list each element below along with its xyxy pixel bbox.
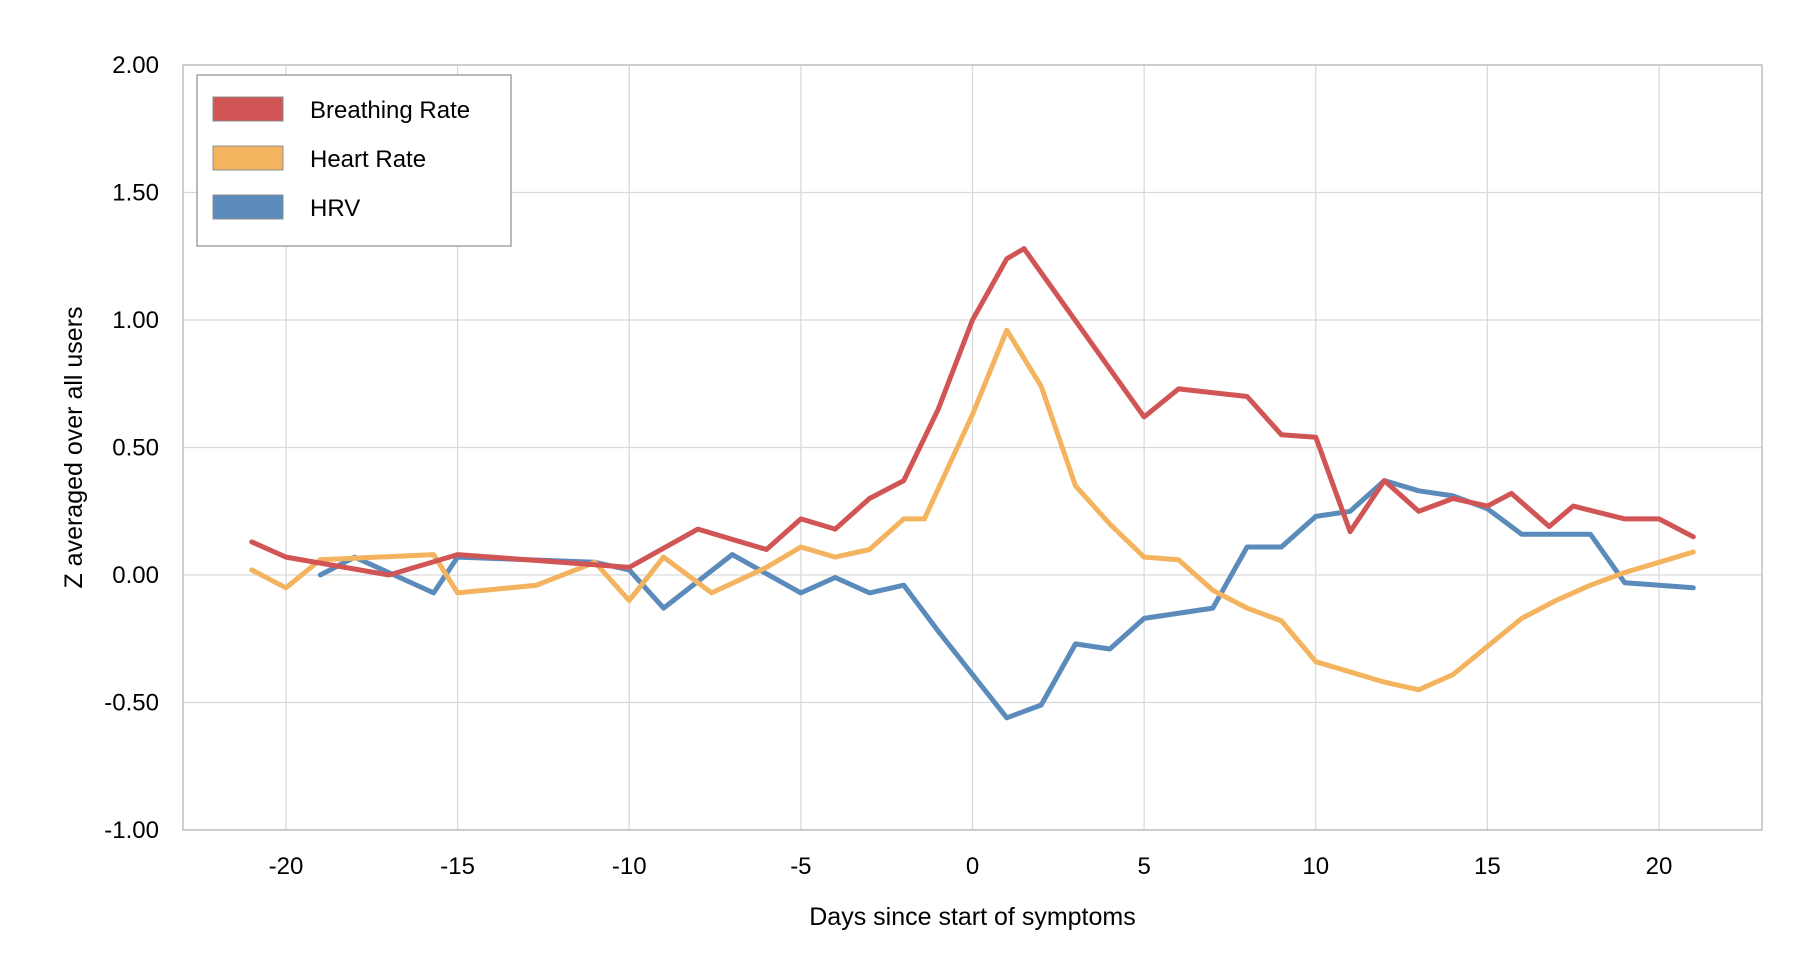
legend-swatch xyxy=(212,96,284,122)
plot-area-border xyxy=(182,64,1763,831)
series-line-hrv xyxy=(317,478,1696,721)
x-tick-label: 15 xyxy=(1474,853,1501,880)
y-tick-label: 0.00 xyxy=(112,562,159,589)
legend-label: Breathing Rate xyxy=(310,97,470,124)
y-tick-label: 0.50 xyxy=(112,435,159,462)
legend-swatch xyxy=(212,194,284,220)
legend-label: Heart Rate xyxy=(310,146,426,173)
x-tick-label: 10 xyxy=(1302,853,1329,880)
x-tick-label: 5 xyxy=(1137,853,1150,880)
x-tick-label: 20 xyxy=(1646,853,1673,880)
series-line-breathing-rate xyxy=(249,246,1696,578)
y-tick-label: -0.50 xyxy=(104,690,159,717)
legend: Breathing Rate Heart Rate HRV xyxy=(196,74,512,247)
x-tick-label: -5 xyxy=(790,853,811,880)
y-tick-label: 1.50 xyxy=(112,180,159,207)
y-tick-label: 2.00 xyxy=(112,52,159,79)
x-tick-label: -20 xyxy=(269,853,304,880)
tick-labels: -1.00 -0.50 0.00 0.50 1.00 1.50 2.00 -20 -15 -10 -… xyxy=(104,52,1672,880)
x-tick-label: -15 xyxy=(440,853,475,880)
legend-swatch xyxy=(212,145,284,171)
y-tick-label: 1.00 xyxy=(112,307,159,334)
x-tick-label: -10 xyxy=(612,853,647,880)
y-tick-label: -1.00 xyxy=(104,817,159,844)
legend-label: HRV xyxy=(310,195,360,222)
y-axis-title: Z averaged over all users xyxy=(60,306,88,588)
series-lines xyxy=(249,246,1696,721)
x-axis-title: Days since start of symptoms xyxy=(809,903,1135,931)
x-tick-label: 0 xyxy=(966,853,979,880)
